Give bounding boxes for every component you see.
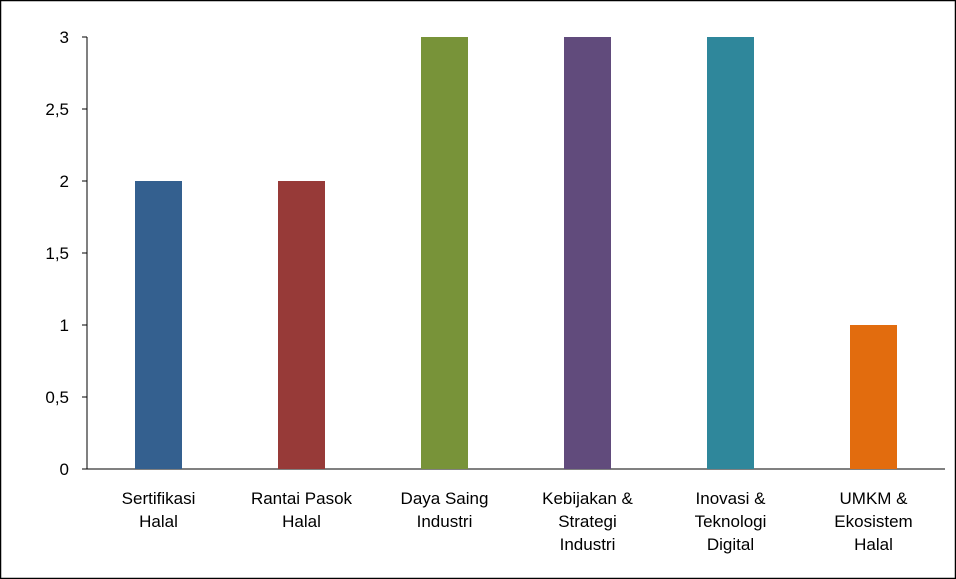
y-tick-label: 2,5: [45, 100, 69, 119]
category-label: Digital: [707, 535, 754, 554]
bars: [135, 37, 897, 469]
y-tick-label: 0,5: [45, 388, 69, 407]
y-tick-label: 2: [60, 172, 69, 191]
bar: [135, 181, 182, 469]
category-label: Ekosistem: [834, 512, 912, 531]
y-tick-label: 1,5: [45, 244, 69, 263]
y-tick-label: 0: [60, 460, 69, 479]
category-label: Strategi: [558, 512, 617, 531]
bar: [564, 37, 611, 469]
category-label: Halal: [854, 535, 893, 554]
y-axis: 0 0,5 1 1,5 2 2,5 3: [45, 28, 88, 479]
category-label: Rantai Pasok: [251, 489, 353, 508]
category-label: Daya Saing: [401, 489, 489, 508]
bar: [278, 181, 325, 469]
category-label: Industri: [560, 535, 616, 554]
category-label: UMKM &: [840, 489, 909, 508]
bar: [421, 37, 468, 469]
y-tick-label: 3: [60, 28, 69, 47]
category-label: Halal: [282, 512, 321, 531]
y-tick-label: 1: [60, 316, 69, 335]
category-label: Sertifikasi: [122, 489, 196, 508]
category-label: Industri: [417, 512, 473, 531]
bar: [850, 325, 897, 469]
category-label: Inovasi &: [696, 489, 767, 508]
category-labels: Sertifikasi Halal Rantai Pasok Halal Daya Sa…: [122, 489, 913, 554]
bar: [707, 37, 754, 469]
category-label: Halal: [139, 512, 178, 531]
category-label: Teknologi: [695, 512, 767, 531]
category-label: Kebijakan &: [542, 489, 633, 508]
